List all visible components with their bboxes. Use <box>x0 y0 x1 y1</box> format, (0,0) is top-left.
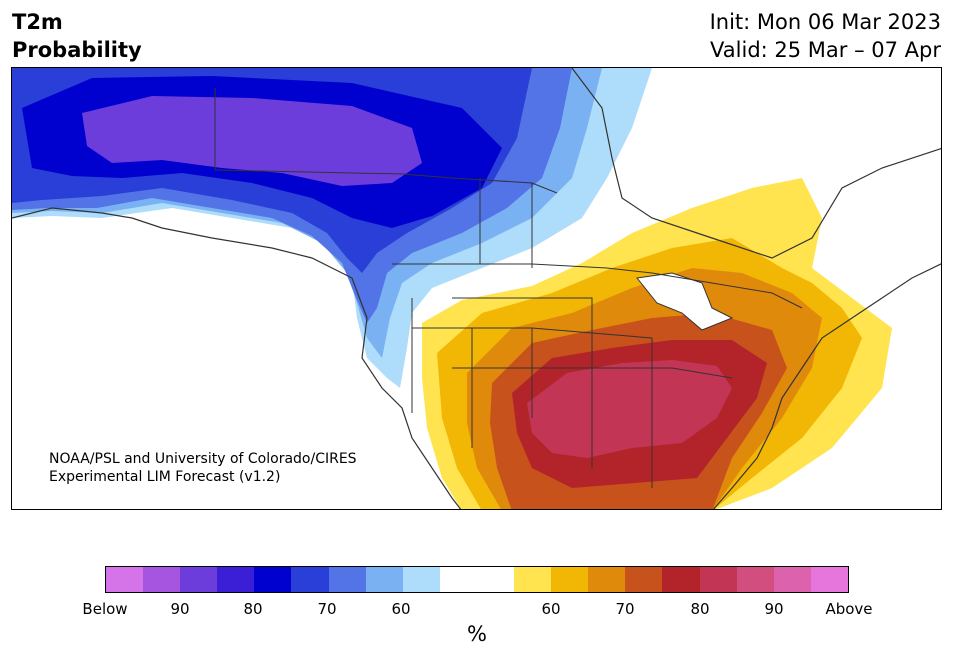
init-date: Init: Mon 06 Mar 2023 <box>709 10 941 34</box>
colorbar-swatch <box>551 567 589 592</box>
colorbar-swatch <box>588 567 626 592</box>
colorbar-swatch <box>217 567 255 592</box>
colorbar-tick-label: 80 <box>690 600 710 618</box>
colorbar-tick-label: Above <box>825 600 873 618</box>
probability-colorbar <box>105 566 849 593</box>
colorbar-swatch <box>328 567 366 592</box>
coastlines <box>12 68 941 509</box>
colorbar-swatch <box>625 567 663 592</box>
colorbar-tick-label: Below <box>82 600 128 618</box>
colorbar-swatch <box>476 567 515 592</box>
colorbar-tick-label: 90 <box>170 600 190 618</box>
colorbar-swatch <box>699 567 737 592</box>
colorbar-tick-label: 60 <box>391 600 411 618</box>
colorbar-tick-label: 70 <box>317 600 337 618</box>
boundaries <box>214 88 803 488</box>
title-line-2: Probability <box>12 38 142 62</box>
colorbar-tick-label: 90 <box>764 600 784 618</box>
credit-text: NOAA/PSL and University of Colorado/CIRE… <box>49 450 357 486</box>
valid-range: Valid: 25 Mar – 07 Apr <box>710 38 941 62</box>
colorbar-swatch <box>291 567 329 592</box>
colorbar-swatch <box>439 567 477 592</box>
colorbar-swatch <box>106 567 144 592</box>
colorbar-swatch <box>143 567 181 592</box>
colorbar-tick-label: 80 <box>243 600 263 618</box>
colorbar-tick-label: 70 <box>615 600 635 618</box>
title-line-1: T2m <box>12 10 63 34</box>
date-info: Init: Mon 06 Mar 2023 Valid: 25 Mar – 07… <box>710 8 941 64</box>
credit-line-2: Experimental LIM Forecast (v1.2) <box>49 469 281 485</box>
probability-map-svg <box>12 68 941 509</box>
colorbar-swatch <box>254 567 292 592</box>
above-region-90 <box>527 360 732 458</box>
colorbar-swatch <box>773 567 811 592</box>
colorbar-swatch <box>810 567 848 592</box>
credit-line-1: NOAA/PSL and University of Colorado/CIRE… <box>49 451 357 467</box>
colorbar-tick-label: 60 <box>541 600 561 618</box>
colorbar-swatch <box>514 567 552 592</box>
map-title: T2m Probability <box>12 8 142 64</box>
colorbar-unit: % <box>467 622 487 646</box>
forecast-map <box>11 67 942 510</box>
below-region-80 <box>82 96 422 186</box>
colorbar-swatch <box>662 567 700 592</box>
colorbar-swatch <box>180 567 218 592</box>
colorbar-swatch <box>402 567 440 592</box>
colorbar-swatch <box>736 567 774 592</box>
colorbar-swatch <box>365 567 403 592</box>
great-lakes <box>636 272 734 331</box>
